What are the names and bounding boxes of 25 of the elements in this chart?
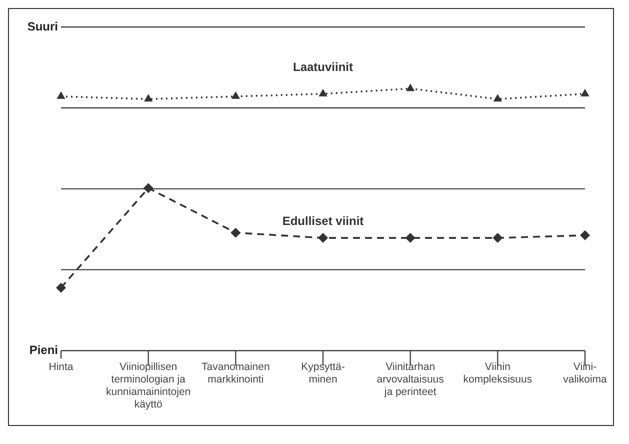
- series-label: Laatuviinit: [292, 60, 354, 74]
- point: [231, 91, 240, 99]
- point: [492, 232, 503, 243]
- point: [143, 183, 154, 194]
- x-tick-label: Viinitarhan arvovaltaisuus ja perinteet: [376, 360, 444, 398]
- point: [56, 91, 66, 99]
- point: [144, 94, 153, 102]
- x-tick-label: Viiniopillisen terminologian ja kunniamainintojen käyttö: [106, 360, 191, 411]
- x-tick-label: Tavanomainen markkinointi: [202, 360, 270, 386]
- text: Pieni: [29, 342, 58, 357]
- point: [580, 88, 590, 96]
- x-tick-label: Viinin kompleksisuus: [463, 360, 532, 386]
- point: [406, 84, 415, 92]
- x-tick-label: Kypsyttä-minen: [301, 360, 346, 386]
- point: [56, 282, 66, 293]
- point: [580, 230, 590, 240]
- series-label: Edulliset viinit: [282, 214, 364, 228]
- x-tick-label: Hinta: [48, 360, 74, 373]
- point: [405, 232, 416, 243]
- text: Suuri: [27, 19, 58, 34]
- point: [318, 232, 328, 243]
- point: [493, 94, 502, 102]
- x-tick-label: Viini-valikoima: [563, 360, 608, 386]
- point: [230, 228, 241, 238]
- point: [318, 88, 328, 96]
